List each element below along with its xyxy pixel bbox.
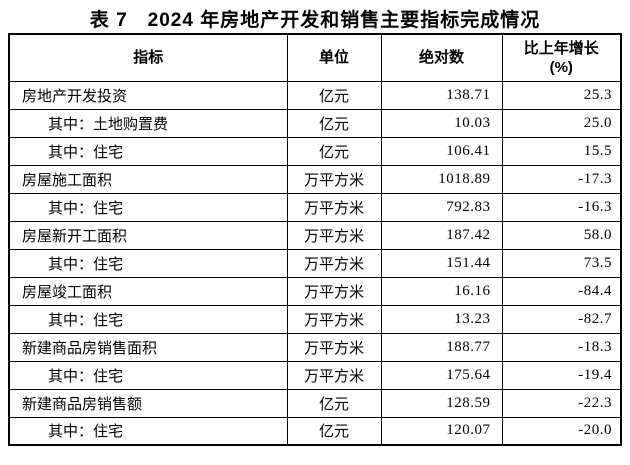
unit-cell: 万平方米 [286,164,382,194]
indicator-cell: 其中：住宅 [8,192,288,222]
growth-value-cell: -20.0 [501,416,622,446]
table-row: 其中：住宅 万平方米 792.83 -16.3 [8,192,622,222]
column-header-growth-line1: 比上年增长 [523,39,599,57]
absolute-value-cell: 187.42 [380,220,503,250]
absolute-value-cell: 188.77 [380,332,503,362]
unit-cell: 亿元 [286,80,382,110]
absolute-value-cell: 120.07 [380,416,503,446]
growth-value-cell: -22.3 [501,388,622,418]
indicator-cell: 房屋施工面积 [8,164,288,194]
unit-cell: 万平方米 [286,304,382,334]
growth-value-cell: -18.3 [501,332,622,362]
growth-value-cell: 15.5 [501,136,622,166]
absolute-value-cell: 13.23 [380,304,503,334]
absolute-value-cell: 1018.89 [380,164,503,194]
absolute-value-cell: 128.59 [380,388,503,418]
indicators-table: 指标 单位 绝对数 比上年增长 (%) 房地产开发投资 亿元 138.71 25… [8,33,622,446]
table-row: 其中：住宅 亿元 106.41 15.5 [8,136,622,166]
growth-value-cell: 25.0 [501,108,622,138]
absolute-value-cell: 151.44 [380,248,503,278]
indicator-cell: 其中：住宅 [8,416,288,446]
table-row: 房屋新开工面积 万平方米 187.42 58.0 [8,220,622,250]
unit-cell: 亿元 [286,108,382,138]
table-row: 新建商品房销售面积 万平方米 188.77 -18.3 [8,332,622,362]
column-header-absolute: 绝对数 [380,33,503,82]
absolute-value-cell: 175.64 [380,360,503,390]
table-row: 其中：住宅 万平方米 13.23 -82.7 [8,304,622,334]
absolute-value-cell: 16.16 [380,276,503,306]
page-title: 表 7 2024 年房地产开发和销售主要指标完成情况 [89,10,541,31]
indicator-cell: 其中：住宅 [8,136,288,166]
unit-cell: 亿元 [286,416,382,446]
absolute-value-cell: 792.83 [380,192,503,222]
unit-cell: 亿元 [286,388,382,418]
absolute-value-cell: 138.71 [380,80,503,110]
column-header-indicator: 指标 [8,33,288,82]
growth-value-cell: -19.4 [501,360,622,390]
growth-value-cell: 58.0 [501,220,622,250]
table-row: 新建商品房销售额 亿元 128.59 -22.3 [8,388,622,418]
growth-value-cell: 25.3 [501,80,622,110]
absolute-value-cell: 10.03 [380,108,503,138]
unit-cell: 万平方米 [286,360,382,390]
column-header-unit: 单位 [286,33,382,82]
indicator-cell: 其中：住宅 [8,248,288,278]
indicator-cell: 其中：住宅 [8,360,288,390]
table-row: 其中：住宅 万平方米 151.44 73.5 [8,248,622,278]
table-row: 房屋施工面积 万平方米 1018.89 -17.3 [8,164,622,194]
growth-value-cell: -16.3 [501,192,622,222]
growth-value-cell: -17.3 [501,164,622,194]
absolute-value-cell: 106.41 [380,136,503,166]
table-row: 房屋竣工面积 万平方米 16.16 -84.4 [8,276,622,306]
unit-cell: 万平方米 [286,248,382,278]
column-header-growth-line2: (%) [549,58,573,76]
indicator-cell: 房屋新开工面积 [8,220,288,250]
indicator-cell: 新建商品房销售额 [8,388,288,418]
indicator-cell: 房地产开发投资 [8,80,288,110]
table-row: 其中：土地购置费 亿元 10.03 25.0 [8,108,622,138]
indicator-cell: 新建商品房销售面积 [8,332,288,362]
table-row: 其中：住宅 亿元 120.07 -20.0 [8,416,622,446]
growth-value-cell: -82.7 [501,304,622,334]
unit-cell: 亿元 [286,136,382,166]
unit-cell: 万平方米 [286,192,382,222]
growth-value-cell: 73.5 [501,248,622,278]
unit-cell: 万平方米 [286,332,382,362]
indicator-cell: 房屋竣工面积 [8,276,288,306]
table-row: 其中：住宅 万平方米 175.64 -19.4 [8,360,622,390]
table-row: 房地产开发投资 亿元 138.71 25.3 [8,80,622,110]
unit-cell: 万平方米 [286,220,382,250]
unit-cell: 万平方米 [286,276,382,306]
column-header-growth: 比上年增长 (%) [501,33,622,82]
indicator-cell: 其中：土地购置费 [8,108,288,138]
growth-value-cell: -84.4 [501,276,622,306]
table-header-row: 指标 单位 绝对数 比上年增长 (%) [8,33,622,82]
indicator-cell: 其中：住宅 [8,304,288,334]
